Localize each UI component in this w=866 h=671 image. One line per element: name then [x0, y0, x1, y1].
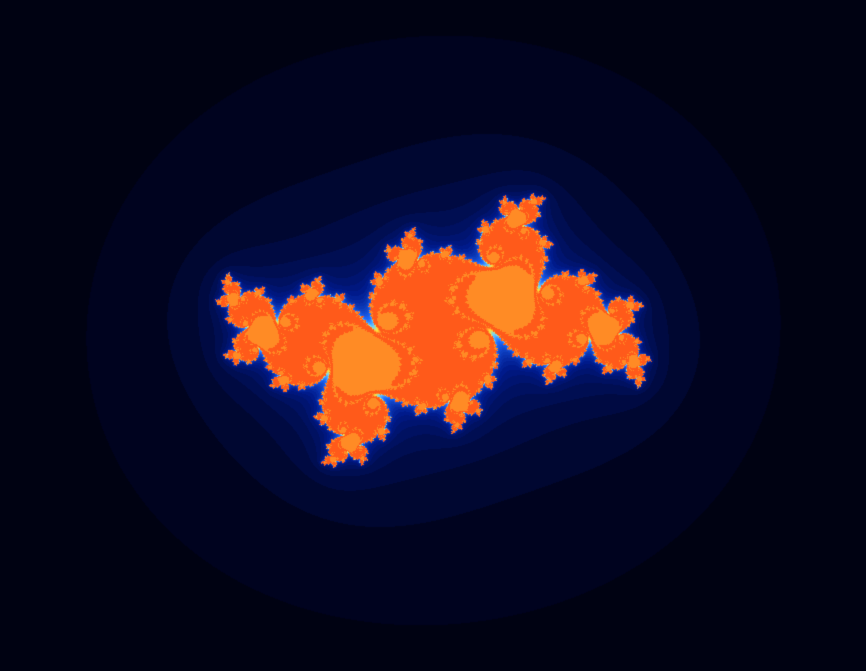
julia-fractal-image: [0, 0, 866, 671]
